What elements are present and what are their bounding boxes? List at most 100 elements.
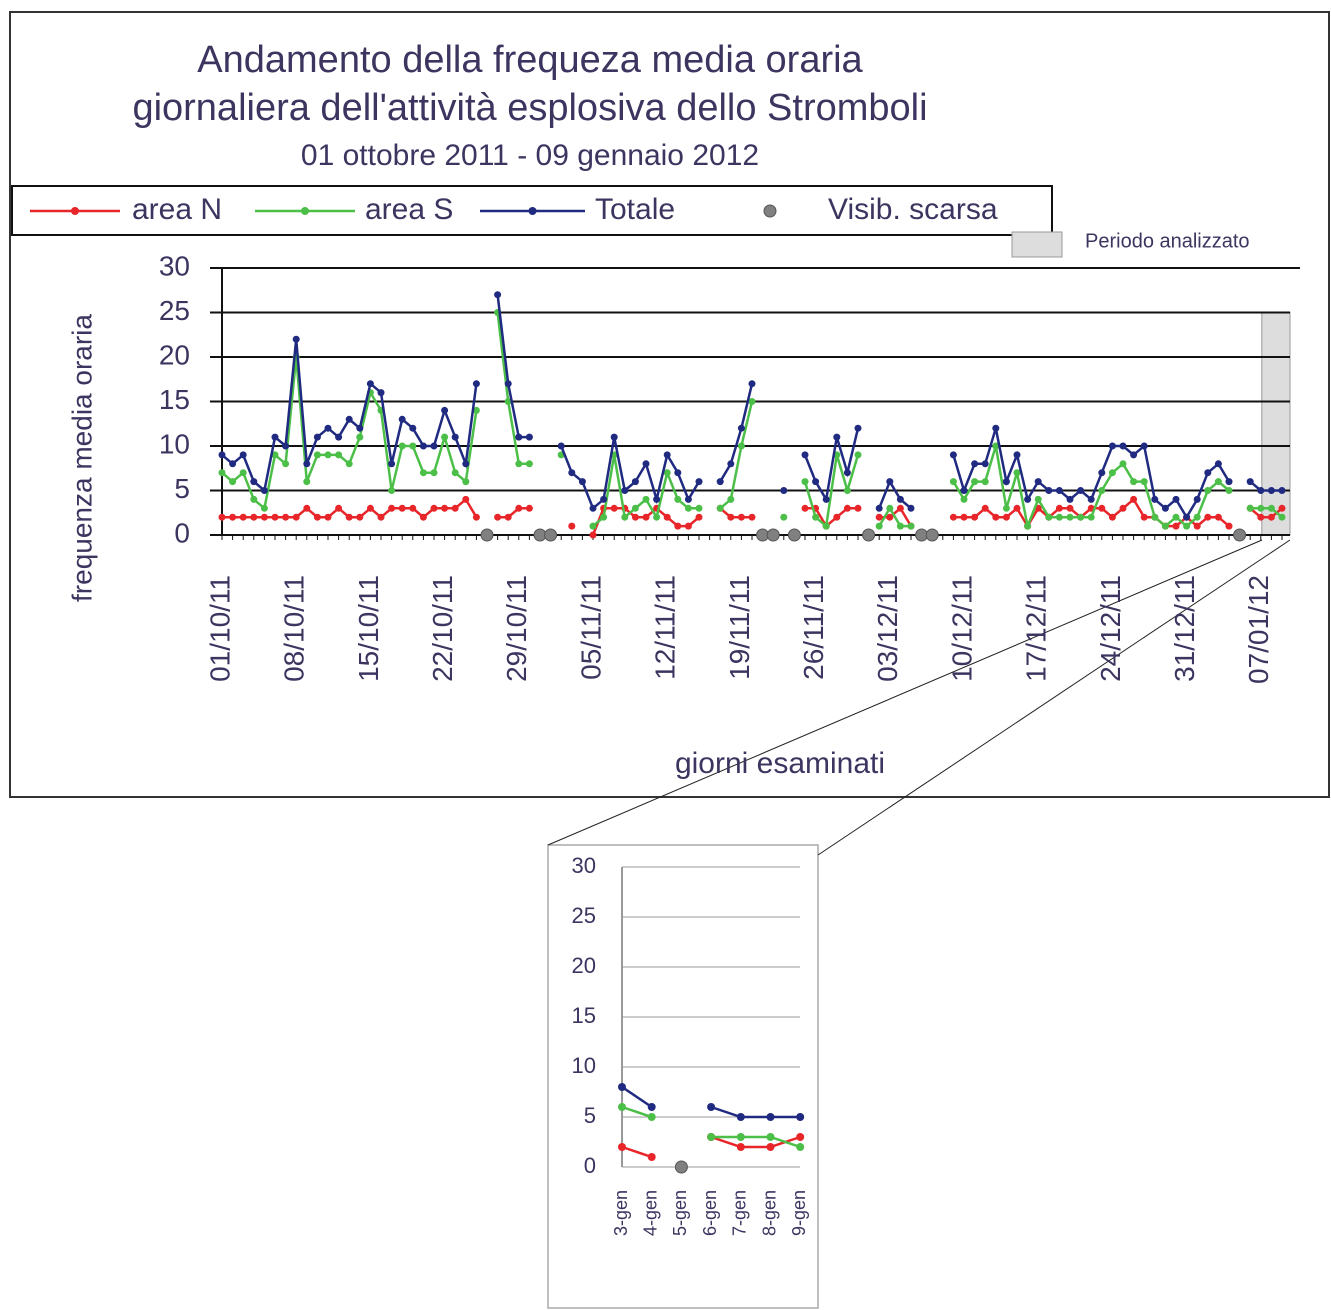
point-marker	[992, 513, 1000, 521]
point-marker	[843, 487, 851, 494]
point-marker	[960, 513, 968, 521]
point-marker	[621, 513, 629, 521]
point-marker	[324, 424, 332, 432]
point-marker	[441, 504, 449, 512]
point-marker	[716, 478, 724, 486]
y-tick-label: 25	[572, 903, 596, 928]
point-marker	[525, 433, 533, 441]
x-tick-label: 3-gen	[611, 1190, 631, 1236]
point-marker	[796, 1133, 805, 1141]
point-marker	[1024, 522, 1032, 530]
point-marker	[578, 478, 586, 486]
point-marker	[589, 504, 597, 512]
y-tick-label: 5	[584, 1103, 596, 1128]
point-marker	[631, 513, 639, 521]
point-marker	[282, 442, 290, 450]
point-marker	[1045, 487, 1053, 494]
point-marker	[1066, 495, 1074, 503]
point-marker	[398, 504, 406, 512]
point-marker	[1077, 513, 1085, 521]
point-marker	[748, 513, 756, 521]
point-marker	[647, 1103, 656, 1111]
legend-marker	[301, 207, 309, 215]
zoom-connector	[547, 539, 1263, 846]
point-marker	[1098, 469, 1106, 477]
point-marker	[1278, 504, 1286, 512]
point-marker	[462, 460, 470, 468]
point-marker	[1119, 442, 1127, 450]
y-tick-label: 0	[584, 1153, 596, 1178]
point-marker	[451, 469, 459, 477]
point-marker	[907, 504, 915, 512]
y-tick-label: 25	[159, 295, 190, 326]
point-marker	[1024, 495, 1032, 503]
point-marker	[727, 513, 735, 521]
point-marker	[356, 433, 364, 441]
point-marker	[1257, 504, 1265, 512]
point-marker	[313, 433, 321, 441]
point-marker	[515, 460, 523, 468]
point-marker	[345, 460, 353, 468]
point-marker	[239, 469, 247, 477]
point-marker	[345, 513, 353, 521]
point-marker	[1172, 522, 1180, 530]
point-marker	[335, 433, 343, 441]
point-marker	[971, 478, 979, 486]
point-marker	[833, 433, 841, 441]
point-marker	[366, 380, 374, 388]
point-marker	[1172, 513, 1180, 521]
chart-subtitle: 01 ottobre 2011 - 09 gennaio 2012	[301, 139, 759, 172]
point-marker	[1172, 495, 1180, 503]
point-marker	[727, 460, 735, 468]
y-tick-label: 15	[572, 1003, 596, 1028]
point-marker	[1013, 469, 1021, 477]
point-marker	[1225, 478, 1233, 486]
point-marker	[674, 469, 682, 477]
legend-label: Visib. scarsa	[828, 193, 998, 226]
point-marker	[568, 522, 576, 530]
point-marker	[684, 495, 692, 503]
x-tick-label: 4-gen	[640, 1190, 660, 1236]
point-marker	[218, 451, 226, 459]
point-marker	[960, 487, 968, 494]
x-tick-label: 29/10/11	[501, 575, 532, 682]
x-tick-label: 9-gen	[789, 1190, 809, 1236]
point-marker	[1055, 504, 1063, 512]
point-marker	[419, 442, 427, 450]
point-marker	[736, 1113, 745, 1121]
point-marker	[1151, 495, 1159, 503]
point-marker	[409, 504, 417, 512]
legend-marker	[71, 207, 79, 215]
point-marker	[647, 1153, 656, 1161]
point-marker	[1002, 513, 1010, 521]
point-marker	[854, 451, 862, 459]
point-marker	[409, 424, 417, 432]
x-tick-label: 15/10/11	[353, 575, 384, 682]
point-marker	[707, 1133, 716, 1141]
point-marker	[631, 478, 639, 486]
point-marker	[1108, 513, 1116, 521]
point-marker	[1119, 504, 1127, 512]
point-marker	[356, 513, 364, 521]
y-tick-label: 5	[174, 473, 190, 504]
point-marker	[1257, 487, 1265, 494]
point-marker	[345, 415, 353, 423]
point-marker	[1204, 513, 1212, 521]
point-marker	[462, 495, 470, 503]
point-marker	[971, 460, 979, 468]
point-marker	[716, 504, 724, 512]
x-tick-label: 03/12/11	[872, 575, 903, 682]
y-tick-label: 10	[159, 428, 190, 459]
point-marker	[250, 495, 258, 503]
point-marker	[1161, 522, 1169, 530]
point-marker	[653, 495, 661, 503]
point-marker	[854, 504, 862, 512]
point-marker	[618, 1143, 626, 1151]
point-marker	[1002, 504, 1010, 512]
point-marker	[1002, 478, 1010, 486]
point-marker	[377, 513, 385, 521]
point-marker	[684, 504, 692, 512]
point-marker	[695, 513, 703, 521]
point-marker	[1108, 442, 1116, 450]
point-marker	[1246, 478, 1254, 486]
